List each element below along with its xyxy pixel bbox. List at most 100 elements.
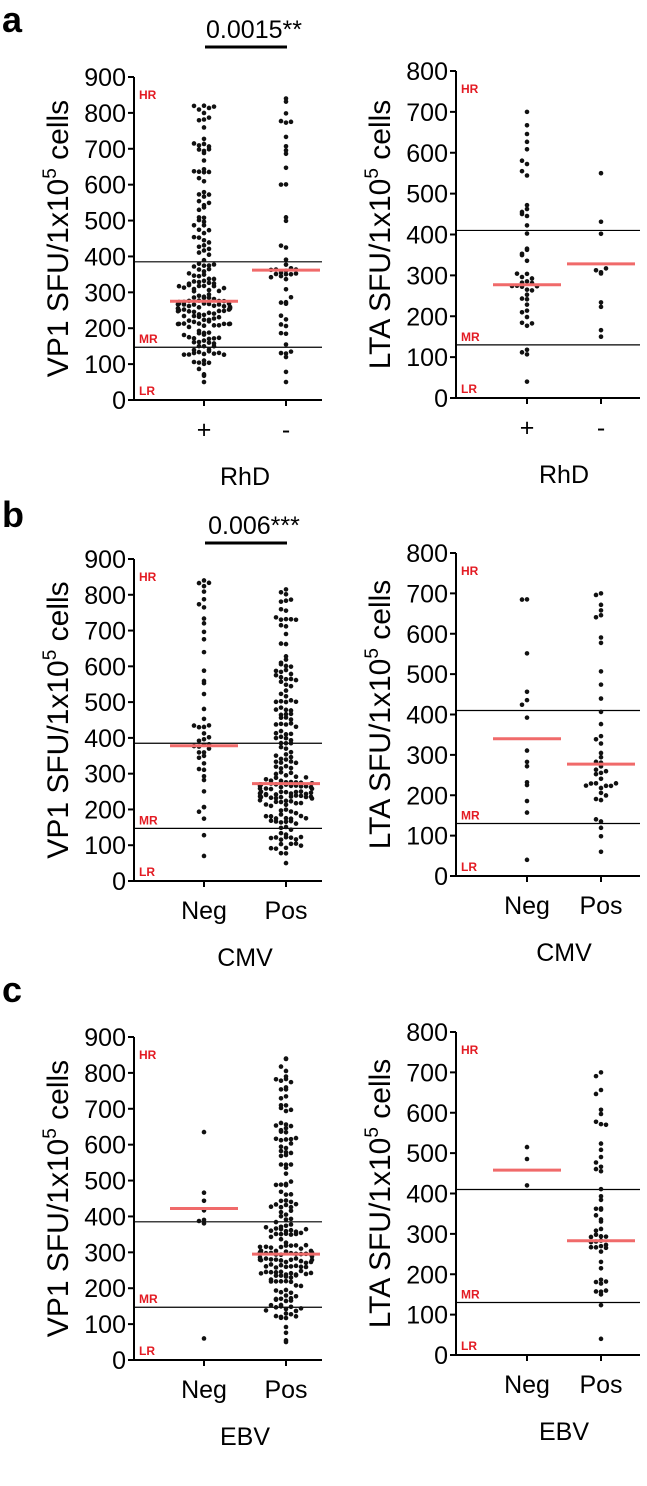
data-point xyxy=(201,616,207,621)
data-point xyxy=(283,740,289,746)
data-point xyxy=(524,223,530,228)
data-point xyxy=(283,1171,289,1176)
y-tick-label: 200 xyxy=(84,796,126,824)
data-point xyxy=(201,583,207,589)
data-point xyxy=(598,797,604,803)
data-point xyxy=(201,263,207,268)
data-point xyxy=(598,1259,604,1265)
data-point xyxy=(283,1094,289,1099)
data-point xyxy=(257,798,263,803)
y-tick-label: 100 xyxy=(84,832,126,860)
y-tick-label: 400 xyxy=(406,702,448,730)
data-point xyxy=(211,311,217,316)
data-point xyxy=(283,96,289,101)
data-point xyxy=(196,207,202,213)
data-point xyxy=(196,601,202,607)
data-point xyxy=(201,1221,207,1226)
data-point xyxy=(181,352,187,357)
data-point xyxy=(206,246,212,252)
data-point xyxy=(288,1304,294,1310)
x-category-label: Pos xyxy=(264,1376,307,1404)
data-point xyxy=(201,804,207,810)
data-point xyxy=(524,131,530,137)
y-tick-label: 0 xyxy=(112,1347,126,1375)
data-point xyxy=(598,785,604,791)
data-point xyxy=(278,1244,284,1250)
data-point xyxy=(191,359,197,365)
data-point xyxy=(278,705,284,710)
data-point xyxy=(293,271,299,276)
data-point xyxy=(191,279,197,284)
y-tick-label: 200 xyxy=(406,782,448,810)
data-point xyxy=(278,1296,284,1302)
data-point xyxy=(603,1279,609,1284)
data-point xyxy=(283,1324,289,1330)
data-point xyxy=(593,781,599,786)
data-point xyxy=(288,1150,294,1156)
data-point xyxy=(524,206,530,212)
data-point xyxy=(298,834,304,840)
data-point xyxy=(196,117,202,123)
data-point xyxy=(283,676,289,682)
data-point xyxy=(288,1192,294,1197)
data-point xyxy=(273,1136,279,1142)
data-point xyxy=(283,711,289,717)
data-point xyxy=(196,227,202,233)
data-point xyxy=(201,761,207,766)
risk-label-low: LR xyxy=(461,382,477,396)
data-point xyxy=(268,274,274,280)
data-point xyxy=(273,1182,279,1188)
data-point xyxy=(186,271,192,276)
data-point xyxy=(221,308,227,314)
data-point xyxy=(598,721,604,727)
data-point xyxy=(211,323,217,328)
data-point xyxy=(524,651,530,656)
data-point xyxy=(206,336,212,342)
data-point xyxy=(288,1123,294,1129)
y-tick-label: 500 xyxy=(84,1168,126,1196)
data-point xyxy=(293,841,299,846)
data-point xyxy=(196,1218,202,1224)
data-point xyxy=(598,1087,604,1093)
data-point xyxy=(514,271,520,276)
data-point xyxy=(598,1249,604,1254)
data-point xyxy=(288,349,294,354)
data-point xyxy=(191,339,197,345)
data-point xyxy=(278,1096,284,1101)
data-point xyxy=(273,795,279,801)
data-point xyxy=(278,820,284,825)
data-point xyxy=(201,141,207,147)
x-category-label: + xyxy=(197,416,212,444)
data-point xyxy=(293,699,299,705)
data-point xyxy=(298,784,304,789)
x-axis-label: EBV xyxy=(220,1423,270,1451)
data-point xyxy=(283,735,289,741)
data-point xyxy=(278,794,284,800)
data-point xyxy=(293,1293,299,1299)
risk-label-mid: MR xyxy=(139,813,158,827)
data-point xyxy=(273,1076,279,1082)
data-point xyxy=(283,752,289,757)
data-point xyxy=(288,827,294,832)
data-point xyxy=(283,317,289,322)
data-point xyxy=(308,790,314,796)
data-point xyxy=(283,807,289,812)
data-point xyxy=(283,773,289,778)
data-point xyxy=(191,723,197,728)
data-point xyxy=(598,1141,604,1146)
data-point xyxy=(278,756,284,762)
y-axis-label-superscript: 5 xyxy=(40,1128,61,1139)
y-tick-label: 800 xyxy=(406,1019,448,1047)
data-point xyxy=(283,1274,289,1279)
data-point xyxy=(283,1068,289,1074)
data-point xyxy=(268,778,274,783)
data-point xyxy=(201,1129,207,1135)
data-point xyxy=(201,589,207,594)
data-point xyxy=(283,1198,289,1203)
data-point xyxy=(278,1258,284,1263)
x-category-label: Neg xyxy=(181,1376,227,1404)
data-point xyxy=(524,271,530,277)
data-point xyxy=(598,790,604,796)
data-point xyxy=(191,273,197,278)
data-point xyxy=(593,1073,599,1079)
